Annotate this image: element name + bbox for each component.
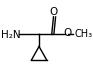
Text: O: O: [49, 7, 58, 17]
Text: H₂N: H₂N: [1, 30, 21, 40]
Text: CH₃: CH₃: [75, 29, 93, 39]
Text: O: O: [63, 28, 71, 38]
